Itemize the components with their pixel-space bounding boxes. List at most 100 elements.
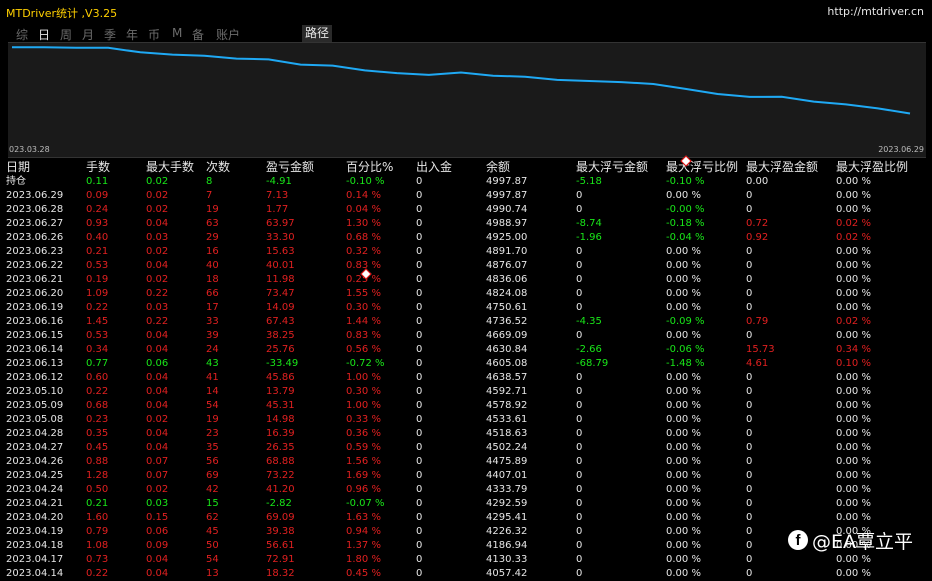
table-row[interactable]: 2023.05.09 0.68 0.04 54 45.31 1.00 % 0 4578.92 0…: [0, 399, 932, 413]
cell-max-lots: 0.22: [146, 288, 169, 299]
table-row[interactable]: 2023.06.21 0.19 0.02 18 11.98 0.25 % 0 4836.06 0…: [0, 273, 932, 287]
tab-currency[interactable]: 币: [148, 28, 161, 42]
cell-percent: 0.25 %: [346, 274, 381, 285]
cell-max-float-loss: 0: [576, 526, 583, 537]
cell-max-float-loss: 0: [576, 274, 583, 285]
table-row[interactable]: 2023.04.28 0.35 0.04 23 16.39 0.36 % 0 4518.63 0…: [0, 427, 932, 441]
cell-balance: 4475.89: [486, 456, 528, 467]
tab-week[interactable]: 周: [60, 28, 73, 42]
tab-account[interactable]: 账户: [216, 28, 241, 42]
cell-max-float-profit-pct: 0.00 %: [836, 260, 871, 271]
table-row[interactable]: 2023.05.08 0.23 0.02 19 14.98 0.33 % 0 4533.61 0…: [0, 413, 932, 427]
cell-max-float-profit-pct: 0.00 %: [836, 512, 871, 523]
cell-deposit: 0: [416, 414, 423, 425]
cell-count: 19: [206, 204, 219, 215]
table-row[interactable]: 2023.06.15 0.53 0.04 39 38.25 0.83 % 0 4669.09 0…: [0, 329, 932, 343]
tab-summary[interactable]: 综: [16, 28, 29, 42]
cell-max-float-loss-pct: 0.00 %: [666, 470, 701, 481]
table-row[interactable]: 2023.04.26 0.88 0.07 56 68.88 1.56 % 0 4475.89 0…: [0, 455, 932, 469]
tab-month[interactable]: 月: [82, 28, 95, 42]
header-lots[interactable]: 手数: [86, 160, 111, 174]
header-count[interactable]: 次数: [206, 160, 231, 174]
path-button[interactable]: 路径: [302, 25, 332, 42]
table-row[interactable]: 2023.04.14 0.22 0.04 13 18.32 0.45 % 0 4057.42 0…: [0, 567, 932, 581]
cell-max-float-loss: -2.66: [576, 344, 602, 355]
table-row[interactable]: 2023.06.13 0.77 0.06 43 -33.49 -0.72 % 0 4605.0…: [0, 357, 932, 371]
cell-max-float-profit: 0: [746, 512, 753, 523]
tab-day[interactable]: 日: [38, 28, 51, 42]
table-row[interactable]: 2023.04.20 1.60 0.15 62 69.09 1.63 % 0 4295.41 0…: [0, 511, 932, 525]
cell-max-float-profit: 0: [746, 288, 753, 299]
table-row[interactable]: 2023.06.26 0.40 0.03 29 33.30 0.68 % 0 4925.00 -…: [0, 231, 932, 245]
table-row[interactable]: 2023.06.27 0.93 0.04 63 63.97 1.30 % 0 4988.97 -…: [0, 217, 932, 231]
cell-deposit: 0: [416, 316, 423, 327]
cell-max-float-loss: 0: [576, 498, 583, 509]
table-row[interactable]: 2023.04.17 0.73 0.04 54 72.91 1.80 % 0 4130.33 0…: [0, 553, 932, 567]
table-row[interactable]: 2023.04.19 0.79 0.06 45 39.38 0.94 % 0 4226.32 0…: [0, 525, 932, 539]
table-row[interactable]: 持仓 0.11 0.02 8 -4.91 -0.10 % 0 4997.87 -5.18 -0.1…: [0, 175, 932, 189]
cell-deposit: 0: [416, 470, 423, 481]
cell-lots: 1.08: [86, 540, 109, 551]
cell-max-lots: 0.02: [146, 176, 169, 187]
table-row[interactable]: 2023.04.27 0.45 0.04 35 26.35 0.59 % 0 4502.24 0…: [0, 441, 932, 455]
table-row[interactable]: 2023.06.22 0.53 0.04 40 40.01 0.83 % 0 4876.07 0…: [0, 259, 932, 273]
cell-pnl: 56.61: [266, 540, 295, 551]
cell-percent: 0.68 %: [346, 232, 381, 243]
title-bar: MTDriver统计 ,V3.25 http://mtdriver.cn: [0, 0, 932, 24]
cell-deposit: 0: [416, 372, 423, 383]
cell-balance: 4997.87: [486, 176, 528, 187]
header-balance[interactable]: 余额: [486, 160, 511, 174]
header-date[interactable]: 日期: [6, 160, 31, 174]
cell-max-float-profit-pct: 0.00 %: [836, 330, 871, 341]
header-max-float-loss[interactable]: 最大浮亏金额: [576, 160, 649, 174]
table-row[interactable]: 2023.06.28 0.24 0.02 19 1.77 0.04 % 0 4990.74 0 -…: [0, 203, 932, 217]
cell-count: 16: [206, 246, 219, 257]
cell-lots: 0.22: [86, 302, 109, 313]
header-max-lots[interactable]: 最大手数: [146, 160, 195, 174]
table-row[interactable]: 2023.04.24 0.50 0.02 42 41.20 0.96 % 0 4333.79 0…: [0, 483, 932, 497]
tab-quarter[interactable]: 季: [104, 28, 117, 42]
cell-date: 2023.06.21: [6, 274, 64, 285]
header-percent[interactable]: 百分比%: [346, 160, 394, 174]
cell-pnl: 73.47: [266, 288, 295, 299]
table-row[interactable]: 2023.06.19 0.22 0.03 17 14.09 0.30 % 0 4750.61 0…: [0, 301, 932, 315]
website-link[interactable]: http://mtdriver.cn: [827, 5, 924, 18]
table-row[interactable]: 2023.05.10 0.22 0.04 14 13.79 0.30 % 0 4592.71 0…: [0, 385, 932, 399]
cell-max-float-profit-pct: 0.00 %: [836, 246, 871, 257]
header-max-float-profit-pct[interactable]: 最大浮盈比例: [836, 160, 909, 174]
cell-max-float-profit-pct: 0.00 %: [836, 414, 871, 425]
tab-note[interactable]: 备: [192, 28, 205, 42]
header-pnl[interactable]: 盈亏金额: [266, 160, 315, 174]
table-row[interactable]: 2023.04.18 1.08 0.09 50 56.61 1.37 % 0 4186.94 0…: [0, 539, 932, 553]
cell-max-float-loss-pct: 0.00 %: [666, 498, 701, 509]
cell-balance: 4226.32: [486, 526, 528, 537]
table-row[interactable]: 2023.06.12 0.60 0.04 41 45.86 1.00 % 0 4638.57 0…: [0, 371, 932, 385]
cell-count: 54: [206, 400, 219, 411]
cell-max-float-loss: 0: [576, 442, 583, 453]
table-row[interactable]: 2023.06.29 0.09 0.02 7 7.13 0.14 % 0 4997.87 0 0.…: [0, 189, 932, 203]
header-deposit[interactable]: 出入金: [416, 160, 453, 174]
table-row[interactable]: 2023.06.16 1.45 0.22 33 67.43 1.44 % 0 4736.52 -…: [0, 315, 932, 329]
cell-max-float-loss-pct: 0.00 %: [666, 260, 701, 271]
cell-date: 2023.06.22: [6, 260, 64, 271]
table-row[interactable]: 2023.04.25 1.28 0.07 69 73.22 1.69 % 0 4407.01 0…: [0, 469, 932, 483]
tab-m[interactable]: M: [172, 26, 183, 40]
cell-date: 2023.04.28: [6, 428, 64, 439]
header-max-float-loss-pct[interactable]: 最大浮亏比例: [666, 160, 739, 174]
cell-max-float-profit-pct: 0.00 %: [836, 484, 871, 495]
table-row[interactable]: 2023.04.21 0.21 0.03 15 -2.82 -0.07 % 0 4292.59…: [0, 497, 932, 511]
cell-lots: 0.53: [86, 260, 109, 271]
cell-max-float-loss-pct: 0.00 %: [666, 302, 701, 313]
cell-max-lots: 0.22: [146, 316, 169, 327]
table-row[interactable]: 2023.06.14 0.34 0.04 24 25.76 0.56 % 0 4630.84 -…: [0, 343, 932, 357]
header-max-float-profit[interactable]: 最大浮盈金额: [746, 160, 819, 174]
cell-deposit: 0: [416, 358, 423, 369]
cell-max-lots: 0.04: [146, 554, 169, 565]
tab-year[interactable]: 年: [126, 28, 139, 42]
cell-count: 62: [206, 512, 219, 523]
cell-max-float-loss: -68.79: [576, 358, 609, 369]
cell-deposit: 0: [416, 498, 423, 509]
cell-count: 54: [206, 554, 219, 565]
table-row[interactable]: 2023.06.23 0.21 0.02 16 15.63 0.32 % 0 4891.70 0…: [0, 245, 932, 259]
table-row[interactable]: 2023.06.20 1.09 0.22 66 73.47 1.55 % 0 4824.08 0…: [0, 287, 932, 301]
